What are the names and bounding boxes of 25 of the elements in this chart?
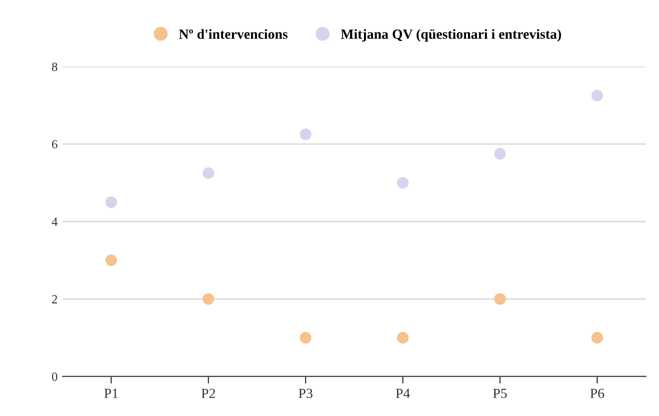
point bbox=[105, 254, 118, 266]
x-tick-label: P4 bbox=[396, 388, 410, 398]
point bbox=[494, 148, 506, 160]
point bbox=[300, 128, 312, 140]
x-tick-label: P2 bbox=[201, 388, 215, 398]
x-tick-label: P1 bbox=[104, 388, 118, 398]
legend-label: Nº d'intervencions bbox=[179, 29, 288, 39]
point bbox=[494, 293, 506, 305]
point bbox=[300, 332, 312, 344]
x-tick-label: P5 bbox=[493, 388, 507, 398]
point bbox=[202, 167, 214, 179]
x-tick-label: P3 bbox=[298, 388, 312, 398]
y-tick-label: 2 bbox=[52, 295, 58, 304]
point bbox=[591, 90, 604, 102]
point bbox=[591, 332, 604, 344]
y-tick-label: 8 bbox=[52, 62, 58, 72]
point bbox=[397, 176, 409, 189]
x-tick-label: P6 bbox=[590, 388, 604, 398]
point bbox=[202, 293, 214, 305]
point bbox=[397, 332, 409, 344]
legend-label: Mitjana QV (qüestionari i entrevista) bbox=[340, 29, 561, 42]
y-tick-label: 6 bbox=[52, 140, 58, 148]
y-tick-label: 4 bbox=[52, 218, 58, 226]
y-tick-label: 0 bbox=[52, 372, 58, 381]
point bbox=[105, 196, 118, 208]
